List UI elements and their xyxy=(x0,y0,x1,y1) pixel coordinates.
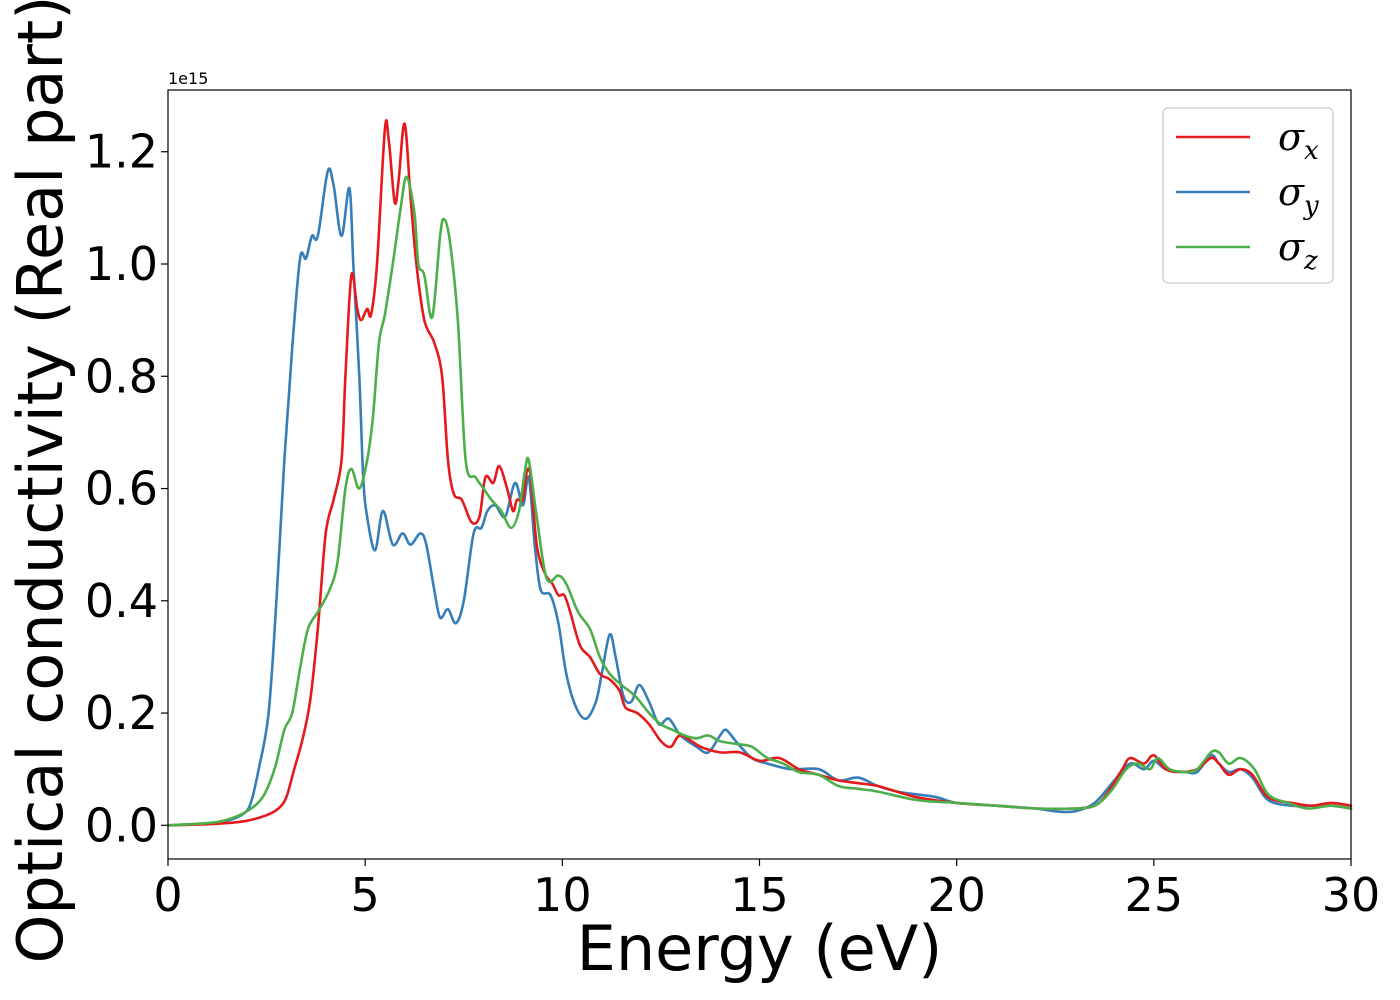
x-tick-label: 25 xyxy=(1125,868,1184,922)
y-axis-title: Optical conductivity (Real part) xyxy=(4,0,77,963)
x-tick-label: 0 xyxy=(153,868,182,922)
plot-area-frame xyxy=(167,89,1352,860)
y-tick-label: 0.0 xyxy=(85,798,158,852)
y-tick-label: 0.8 xyxy=(85,349,158,403)
series-lines xyxy=(166,119,1353,827)
x-axis-ticks: 0 5 10 15 20 25 30 xyxy=(153,859,1380,922)
y-offset-label: 1e15 xyxy=(168,69,208,88)
series-line-y xyxy=(166,167,1353,827)
y-tick-label: 1.0 xyxy=(85,237,158,291)
legend-label-z: σz xyxy=(1278,225,1318,276)
x-axis-title: Energy (eV) xyxy=(577,912,943,985)
y-tick-label: 1.2 xyxy=(85,125,158,179)
legend-label-y: σy xyxy=(1278,170,1319,221)
x-tick-label: 5 xyxy=(351,868,380,922)
legend-label-x: σx xyxy=(1278,115,1319,166)
y-tick-label: 0.4 xyxy=(85,574,158,628)
y-tick-label: 0.2 xyxy=(85,686,158,740)
x-tick-label: 10 xyxy=(533,868,592,922)
x-tick-label: 15 xyxy=(730,868,789,922)
y-tick-label: 0.6 xyxy=(85,462,158,516)
y-axis-ticks: 0.0 0.2 0.4 0.6 0.8 1.0 1.2 xyxy=(85,125,168,852)
x-tick-label: 30 xyxy=(1322,868,1381,922)
series-line-z xyxy=(166,175,1353,827)
legend-box xyxy=(1162,107,1334,284)
x-tick-label: 20 xyxy=(927,868,986,922)
